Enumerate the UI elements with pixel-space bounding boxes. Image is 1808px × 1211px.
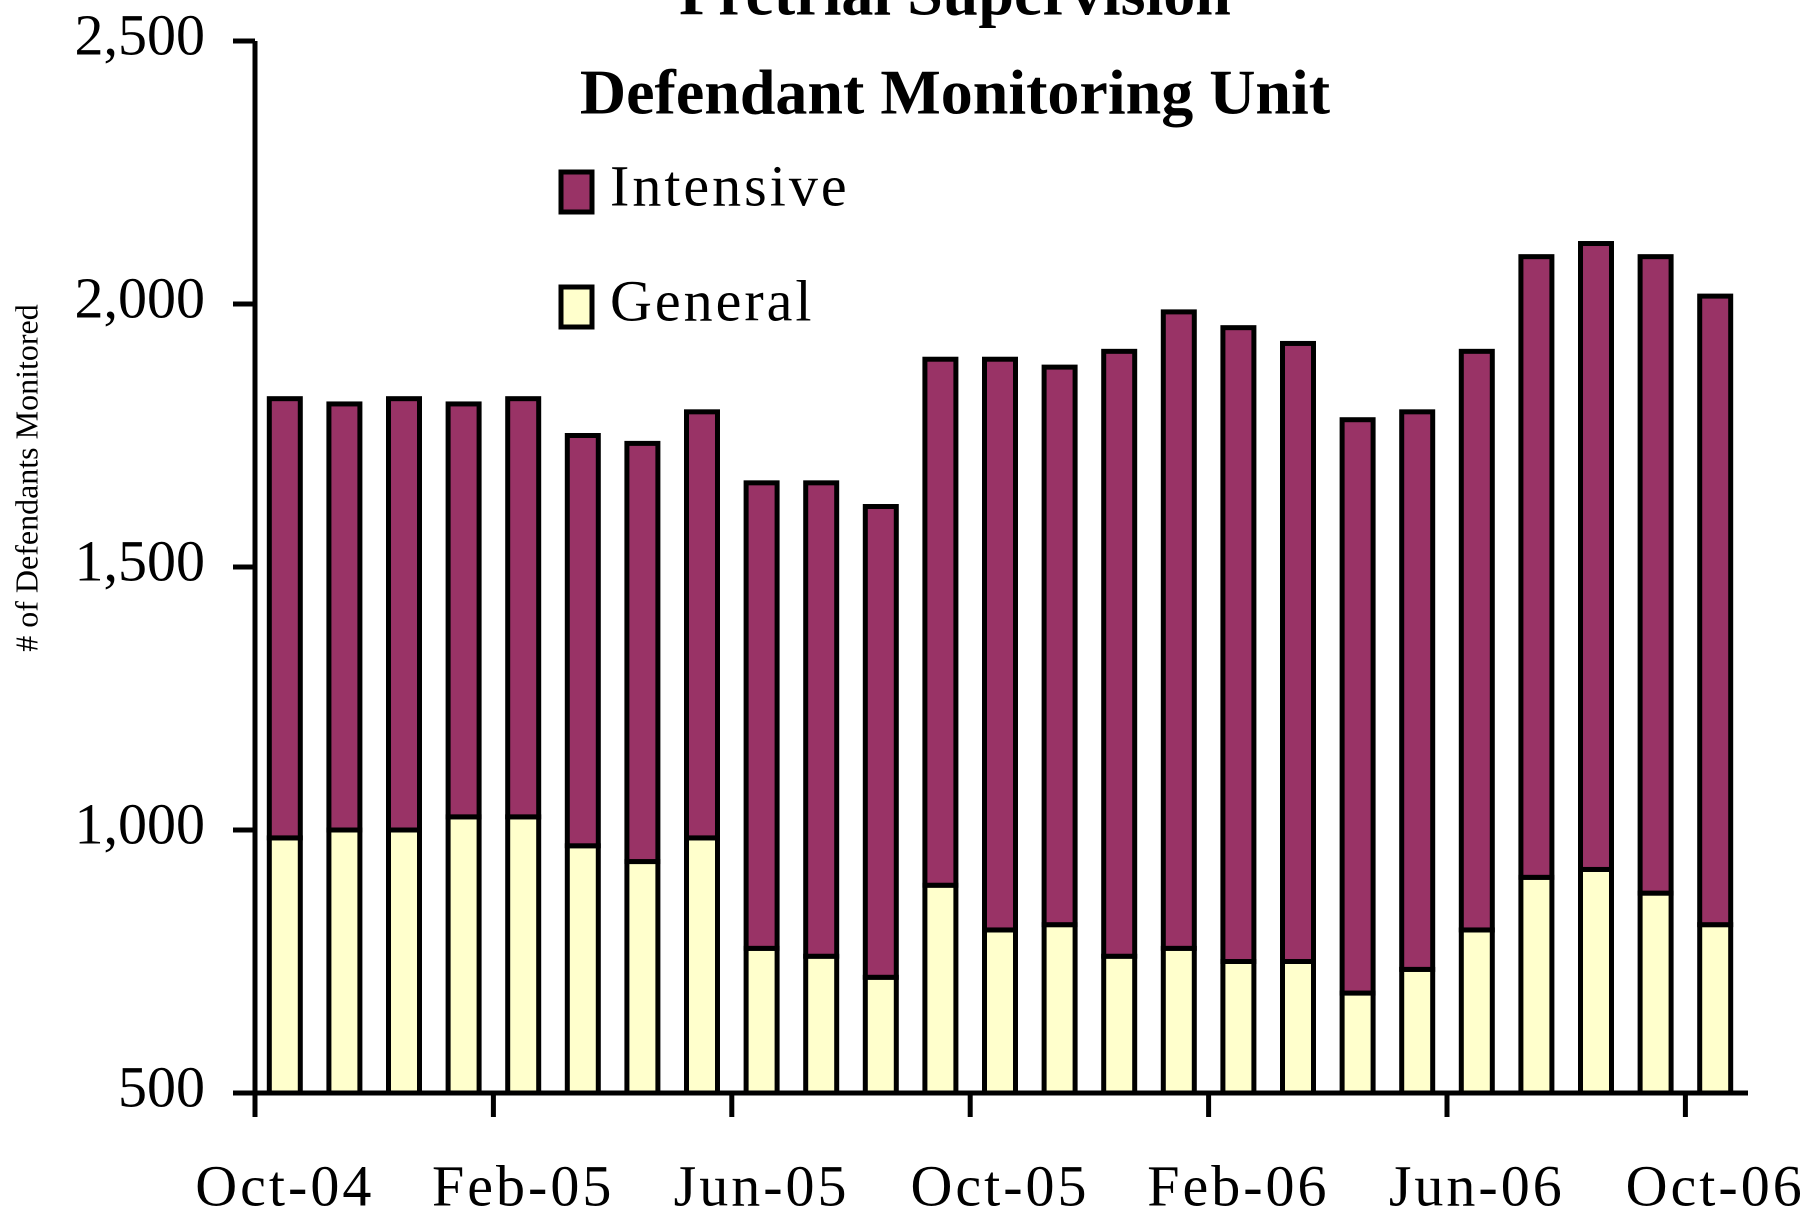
bar-segment [1578, 866, 1614, 1096]
bar-segment [1458, 927, 1495, 1096]
bar-segment [1339, 990, 1376, 1096]
bar-segment [803, 480, 840, 959]
bar-segment [1041, 364, 1078, 928]
bar-segment [445, 401, 482, 820]
y-tick-label: 2,000 [75, 265, 206, 330]
bar-segment [386, 396, 422, 833]
bar-segment [1041, 922, 1078, 1096]
bar-segment [743, 480, 780, 951]
bar-segment [1399, 409, 1436, 972]
bar-segment [1697, 922, 1734, 1096]
bar-segment [564, 433, 601, 849]
bar-segment [922, 356, 959, 888]
bar-segment [1518, 254, 1555, 880]
legend-label: General [610, 268, 815, 333]
y-tick-label: 1,000 [75, 791, 206, 856]
bar-segment [743, 945, 780, 1096]
bar-segment [564, 843, 601, 1096]
bar-segment [445, 814, 482, 1096]
bar-segment [1637, 254, 1674, 896]
bar-segment [386, 827, 422, 1096]
bar-segment [1101, 348, 1138, 959]
bar-segment [684, 835, 720, 1096]
chart-title: Pretrial Supervision [679, 0, 1231, 29]
bar-segment [266, 835, 303, 1096]
legend-swatch [558, 169, 595, 215]
bar-segment [1220, 325, 1257, 965]
bar-segment [982, 927, 1018, 1096]
bar-segment [326, 827, 363, 1096]
legend-label: Intensive [610, 153, 850, 218]
bar-segment [266, 396, 303, 841]
x-tick-label: Feb-06 [1147, 1153, 1329, 1211]
bar-segment [624, 859, 661, 1096]
legend-swatch [558, 284, 595, 330]
bar-segment [1697, 293, 1734, 928]
bar-segment [1458, 348, 1495, 933]
y-tick-label: 2,500 [75, 2, 206, 67]
bar-segment [1160, 945, 1197, 1096]
bar-segment [1160, 309, 1197, 951]
bar-segment [326, 401, 363, 833]
x-tick-label: Jun-06 [1389, 1153, 1565, 1211]
bar-segment [1578, 241, 1614, 872]
bar-segment [505, 814, 542, 1096]
bar-segment [684, 409, 720, 841]
bar-segment [1101, 953, 1138, 1096]
y-axis-label: # of Defendants Monitored [8, 304, 44, 651]
bar-segment [1220, 959, 1257, 1096]
x-tick-label: Oct-04 [195, 1153, 374, 1211]
bar-segment [1637, 890, 1674, 1096]
bar-segment [1518, 874, 1555, 1096]
x-tick-label: Jun-05 [674, 1153, 850, 1211]
bar-segment [862, 504, 899, 980]
bar-segment [1280, 340, 1316, 964]
bar-segment [1399, 966, 1436, 1096]
bar-segment [922, 882, 959, 1096]
bar-segment [982, 356, 1018, 933]
bar-segment [624, 440, 661, 865]
x-tick-label: Feb-05 [432, 1153, 614, 1211]
y-tick-label: 1,500 [75, 528, 206, 593]
bar-segment [1339, 417, 1376, 996]
bar-segment [803, 953, 840, 1096]
bar-segment [505, 396, 542, 820]
y-tick-label: 500 [118, 1054, 205, 1119]
bar-segment [1280, 959, 1316, 1096]
x-tick-label: Oct-05 [910, 1153, 1089, 1211]
chart-subtitle: Defendant Monitoring Unit [580, 57, 1331, 128]
bar-segment [862, 974, 899, 1096]
x-tick-label: Oct-06 [1626, 1153, 1805, 1211]
